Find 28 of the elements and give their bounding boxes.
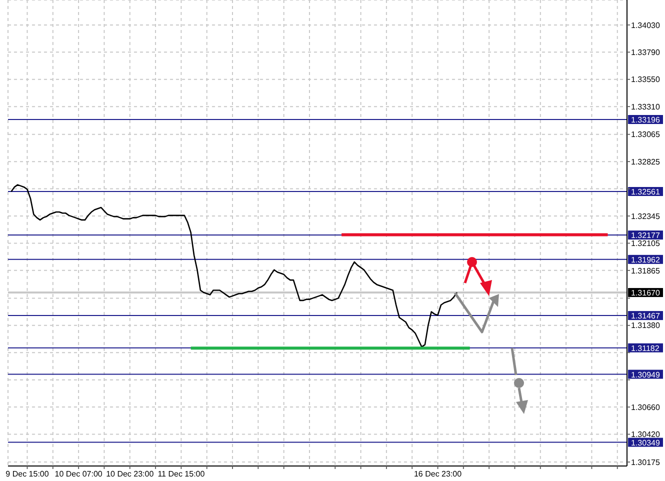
y-tick-label: 1.32345: [631, 212, 660, 221]
x-tick-label: 10 Dec 23:00: [106, 470, 154, 479]
y-tick-label: 1.32825: [631, 157, 660, 166]
ref-line-label: 1.32177: [631, 231, 660, 240]
ref-line-label: 1.31670: [631, 288, 660, 298]
ref-line-label: 1.32561: [631, 188, 660, 196]
x-tick-label: 10 Dec 07:00: [54, 470, 103, 479]
y-tick-label: 1.31865: [631, 266, 660, 276]
y-tick-label: 1.34030: [631, 20, 660, 30]
y-tick-label: 1.30175: [631, 458, 660, 467]
y-tick-label: 1.33550: [631, 75, 660, 84]
y-tick-label: 1.30660: [631, 402, 660, 412]
ref-line-label: 1.30349: [631, 438, 660, 448]
x-tick-label: 11 Dec 15:00: [158, 470, 206, 479]
y-tick-label: 1.32105: [631, 239, 660, 248]
ref-line-label: 1.31962: [631, 255, 660, 264]
y-tick-label: 1.33065: [631, 130, 660, 140]
y-tick-label: 1.31380: [631, 321, 660, 330]
x-tick-label: 16 Dec 23:00: [414, 470, 462, 479]
ref-line-label: 1.31467: [631, 312, 660, 321]
ref-line-label: 1.30949: [631, 370, 660, 380]
ref-line-label: 1.33196: [631, 116, 660, 125]
line-series: [10, 184, 458, 348]
ref-line-label: 1.31182: [631, 344, 660, 353]
y-tick-label: 1.30420: [631, 430, 660, 440]
y-tick-label: 1.33310: [631, 102, 660, 112]
y-tick-label: 1.33790: [631, 48, 660, 57]
x-tick-label: 9 Dec 15:00: [6, 470, 50, 479]
